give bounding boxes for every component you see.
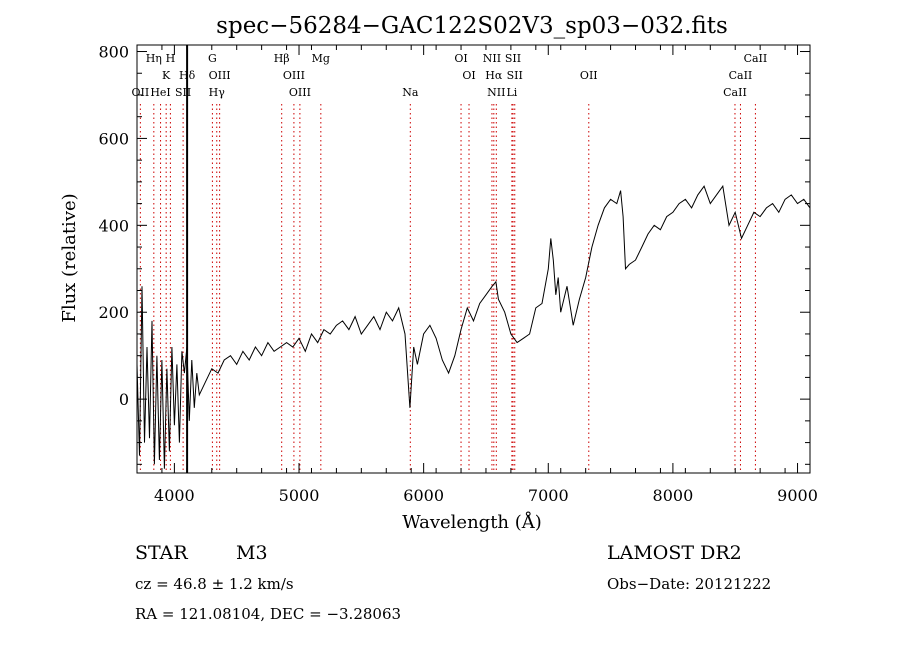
line-label: K	[162, 69, 171, 82]
x-axis-label: Wavelength (Å)	[402, 511, 542, 533]
line-label: G	[208, 52, 217, 65]
x-tick-label: 8000	[653, 486, 694, 505]
spectrum-line	[136, 184, 811, 469]
object-subclass: M3	[236, 542, 268, 564]
line-label: OII	[132, 86, 150, 99]
line-label: OII	[580, 69, 598, 82]
line-label: Mg	[312, 52, 330, 65]
plot-frame	[136, 44, 811, 474]
object-class: STAR	[135, 542, 188, 564]
spectrum-curve-group	[136, 45, 811, 473]
line-label: Hα	[485, 69, 503, 82]
redshift-text: cz = 46.8 ± 1.2 km/s	[135, 575, 294, 593]
line-label: Hγ	[209, 86, 226, 99]
line-labels: HηHKHδOIIHeISIIGOIIIHγHβOIIIOIIIMgNaOIOI…	[132, 52, 768, 99]
line-label: OI	[462, 69, 475, 82]
y-tick-label: 800	[98, 43, 129, 62]
line-label: SII	[175, 86, 191, 99]
line-label: Na	[402, 86, 419, 99]
survey-name: LAMOST DR2	[607, 542, 742, 564]
y-axis-label: Flux (relative)	[59, 193, 80, 322]
y-tick-label: 200	[98, 303, 129, 322]
x-tick-label: 4000	[154, 486, 195, 505]
y-tick-label: 0	[119, 390, 129, 409]
coordinates: RA = 121.08104, DEC = −3.28063	[135, 605, 401, 623]
line-label: OIII	[283, 69, 305, 82]
line-label: CaII	[723, 86, 747, 99]
x-tick-label: 9000	[777, 486, 818, 505]
line-label: NII	[487, 86, 505, 99]
line-label: OIII	[289, 86, 311, 99]
x-tick-label: 5000	[279, 486, 320, 505]
y-tick-label: 400	[98, 216, 129, 235]
line-label: CaII	[744, 52, 768, 65]
line-label: Hβ	[274, 52, 290, 65]
axis-ticks: 4000 5000 6000 7000 8000 9000 0 200 400 600 800	[98, 43, 817, 505]
line-label: SII	[507, 69, 523, 82]
x-tick-label: 6000	[403, 486, 444, 505]
obs-date: Obs−Date: 20121222	[607, 575, 771, 593]
line-label: OIII	[209, 69, 231, 82]
line-markers	[139, 104, 756, 473]
y-tick-label: 600	[98, 129, 129, 148]
chart-title: spec−56284−GAC122S02V3_sp03−032.fits	[216, 13, 728, 39]
line-label: NII	[483, 52, 501, 65]
line-label: Hη	[146, 52, 162, 65]
line-label: H	[166, 52, 176, 65]
line-label: SII	[505, 52, 521, 65]
line-label: Li	[506, 86, 517, 99]
line-label: HeI	[150, 86, 170, 99]
line-label: CaII	[729, 69, 753, 82]
line-label: OI	[454, 52, 467, 65]
x-tick-label: 7000	[528, 486, 569, 505]
